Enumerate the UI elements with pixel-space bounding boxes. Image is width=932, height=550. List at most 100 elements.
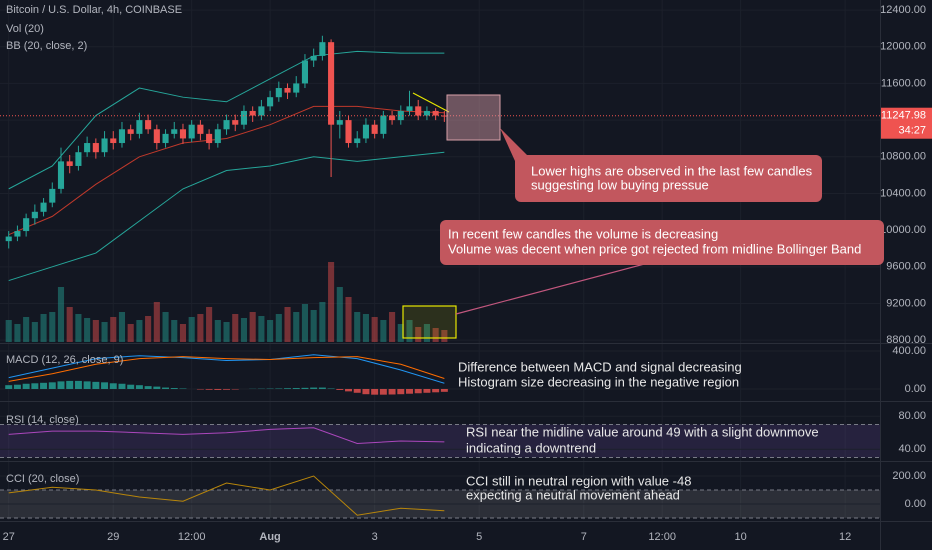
annotation: Histogram size decreasing in the negativ… bbox=[458, 374, 739, 389]
volume-bar bbox=[371, 317, 378, 342]
candle-body bbox=[162, 133, 169, 144]
volume-bar bbox=[49, 312, 56, 342]
highlight-box bbox=[402, 305, 457, 339]
candle-body bbox=[40, 202, 47, 212]
candle-body bbox=[249, 110, 256, 116]
panel-title: CCI (20, close) bbox=[6, 473, 79, 485]
indicator-label: Vol (20) bbox=[6, 23, 44, 35]
candle-body bbox=[153, 129, 160, 144]
candle-body bbox=[293, 83, 300, 93]
volume-bar bbox=[258, 316, 265, 342]
highlight-box bbox=[446, 94, 501, 141]
countdown: 34:27 bbox=[898, 125, 926, 137]
volume-bar bbox=[136, 320, 143, 342]
histogram-bar bbox=[170, 388, 178, 389]
y-tick-label: 12400.00 bbox=[880, 4, 926, 16]
histogram-bar bbox=[22, 383, 30, 389]
volume-bar bbox=[145, 316, 152, 342]
volume-bar bbox=[179, 324, 187, 342]
volume-bar bbox=[223, 322, 230, 342]
histogram-bar bbox=[109, 383, 117, 389]
candle-body bbox=[406, 106, 413, 111]
candle-body bbox=[214, 129, 221, 144]
chart-title: Bitcoin / U.S. Dollar, 4h, COINBASE bbox=[6, 4, 182, 16]
y-tick-label: 12000.00 bbox=[880, 41, 926, 53]
volume-bar bbox=[92, 320, 99, 342]
histogram-bar bbox=[379, 388, 387, 395]
x-tick-label: 5 bbox=[476, 531, 482, 543]
candle-body bbox=[275, 88, 282, 98]
candle-body bbox=[284, 88, 291, 93]
candle-body bbox=[223, 120, 230, 130]
histogram-bar bbox=[371, 388, 379, 395]
x-tick-label: 12:00 bbox=[648, 531, 676, 543]
candle-body bbox=[389, 115, 396, 121]
candle-body bbox=[23, 218, 30, 232]
volume-bar bbox=[389, 312, 396, 342]
histogram-bar bbox=[101, 382, 109, 389]
y-tick-label: 400.00 bbox=[892, 345, 926, 357]
histogram-bar bbox=[388, 388, 396, 395]
volume-bar bbox=[101, 322, 108, 342]
volume-bar bbox=[293, 312, 300, 342]
volume-bar bbox=[362, 314, 369, 342]
histogram-bar bbox=[48, 382, 56, 389]
y-tick-label: 0.00 bbox=[905, 498, 926, 510]
histogram-bar bbox=[284, 388, 292, 389]
volume-bar bbox=[301, 304, 308, 342]
volume-bar bbox=[171, 320, 178, 342]
volume-bar bbox=[188, 317, 195, 342]
histogram-bar bbox=[318, 387, 326, 389]
candle-body bbox=[336, 120, 343, 125]
callout-text: Lower highs are observed in the last few… bbox=[531, 163, 813, 178]
histogram-bar bbox=[127, 384, 135, 389]
last-price-box bbox=[881, 107, 932, 139]
callout-text: suggesting low buying pressue bbox=[531, 177, 709, 192]
histogram-bar bbox=[214, 388, 222, 390]
candle-body bbox=[301, 60, 308, 84]
candle-body bbox=[110, 138, 117, 144]
volume-bar bbox=[232, 314, 239, 342]
histogram-bar bbox=[5, 385, 13, 389]
candle-body bbox=[171, 129, 178, 134]
candle-body bbox=[14, 231, 21, 237]
callout-box bbox=[440, 220, 884, 265]
annotation: CCI still in neutral region with value -… bbox=[466, 473, 691, 488]
last-price-label: 11247.98 bbox=[881, 110, 926, 122]
histogram-bar bbox=[301, 387, 309, 389]
histogram-bar bbox=[92, 381, 100, 389]
candle-body bbox=[328, 42, 335, 125]
candle-body bbox=[188, 124, 195, 139]
line-series bbox=[8, 354, 445, 384]
candle-body bbox=[380, 115, 387, 134]
histogram-bar bbox=[40, 382, 48, 389]
histogram-bar bbox=[31, 383, 39, 389]
histogram-bar bbox=[406, 388, 413, 394]
x-tick-label: 7 bbox=[581, 531, 587, 543]
histogram-bar bbox=[57, 381, 65, 389]
volume-bar bbox=[127, 324, 134, 342]
histogram-bar bbox=[440, 388, 448, 392]
candle-body bbox=[57, 161, 65, 189]
histogram-bar bbox=[223, 388, 231, 390]
histogram-bar bbox=[353, 388, 361, 393]
candle-body bbox=[240, 110, 248, 125]
candle-body bbox=[362, 124, 369, 139]
volume-bar bbox=[336, 287, 343, 342]
histogram-bar bbox=[83, 381, 91, 389]
x-tick-label: 12 bbox=[839, 531, 851, 543]
volume-bar bbox=[284, 307, 291, 342]
volume-bar bbox=[40, 314, 47, 342]
callout-pointer bbox=[455, 261, 653, 315]
volume-bar bbox=[197, 314, 204, 342]
candle-body bbox=[66, 161, 73, 166]
candle-body bbox=[423, 110, 430, 116]
line-series bbox=[8, 151, 445, 282]
panel-title: MACD (12, 26, close, 9) bbox=[6, 354, 123, 366]
x-tick-label: Aug bbox=[259, 531, 280, 543]
volume-bar bbox=[23, 317, 30, 342]
candle-body bbox=[258, 106, 265, 116]
volume-bar bbox=[14, 324, 21, 342]
